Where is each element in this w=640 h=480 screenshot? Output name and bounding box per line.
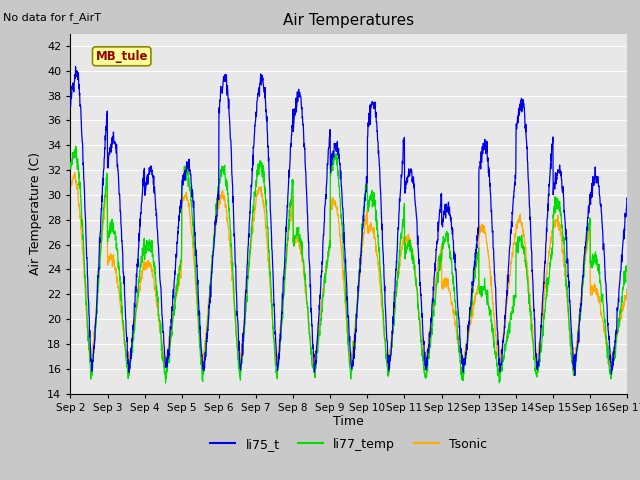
Title: Air Temperatures: Air Temperatures	[284, 13, 414, 28]
Text: MB_tule: MB_tule	[95, 50, 148, 63]
Text: No data for f_AirT: No data for f_AirT	[3, 12, 101, 23]
X-axis label: Time: Time	[333, 415, 364, 429]
Y-axis label: Air Temperature (C): Air Temperature (C)	[29, 152, 42, 275]
Legend: li75_t, li77_temp, Tsonic: li75_t, li77_temp, Tsonic	[205, 433, 492, 456]
